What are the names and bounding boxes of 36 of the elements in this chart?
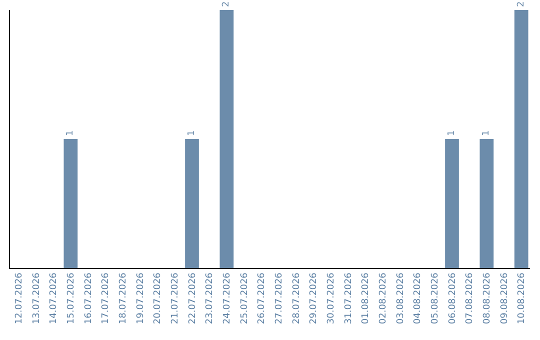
x-tick-label: 04.08.2026	[413, 272, 424, 324]
x-tick-label: 01.08.2026	[361, 272, 372, 324]
x-tick-label: 28.07.2026	[292, 272, 302, 324]
x-tick-label: 10.08.2026	[517, 272, 528, 324]
x-tick-label: 14.07.2026	[49, 272, 60, 324]
x-tick-label: 19.07.2026	[136, 272, 146, 324]
x-tick-label: 08.08.2026	[482, 272, 493, 324]
x-tick-label: 02.08.2026	[378, 272, 389, 324]
x-tick-label: 09.08.2026	[500, 272, 510, 324]
x-tick-label: 24.07.2026	[222, 272, 233, 324]
x-tick-label: 31.07.2026	[344, 272, 354, 324]
x-tick-label: 18.07.2026	[118, 272, 129, 324]
x-tick-label: 17.07.2026	[101, 272, 112, 324]
data-label: 1	[187, 130, 197, 136]
x-tick-label: 26.07.2026	[257, 272, 268, 324]
data-label: 1	[482, 130, 492, 136]
x-tick-label: 15.07.2026	[66, 272, 77, 324]
x-tick-label: 16.07.2026	[84, 272, 94, 324]
x-tick-label: 13.07.2026	[32, 272, 42, 324]
x-tick-label: 07.08.2026	[465, 272, 476, 324]
x-tick-label: 30.07.2026	[326, 272, 337, 324]
x-tick-label: 25.07.2026	[240, 272, 250, 324]
data-label: 1	[66, 130, 76, 136]
data-label: 1	[447, 130, 457, 136]
x-tick-label: 20.07.2026	[153, 272, 164, 324]
x-tick-label: 29.07.2026	[309, 272, 320, 324]
data-label: 2	[222, 1, 232, 7]
x-tick-label: 22.07.2026	[188, 272, 198, 324]
x-tick-label: 27.07.2026	[274, 272, 285, 324]
x-tick-label: 12.07.2026	[14, 272, 25, 324]
x-tick-label: 23.07.2026	[205, 272, 216, 324]
x-tick-label: 03.08.2026	[396, 272, 406, 324]
x-tick-label: 06.08.2026	[448, 272, 458, 324]
x-tick-label: 21.07.2026	[170, 272, 181, 324]
x-tick-label: 05.08.2026	[430, 272, 441, 324]
data-label: 2	[516, 1, 526, 7]
